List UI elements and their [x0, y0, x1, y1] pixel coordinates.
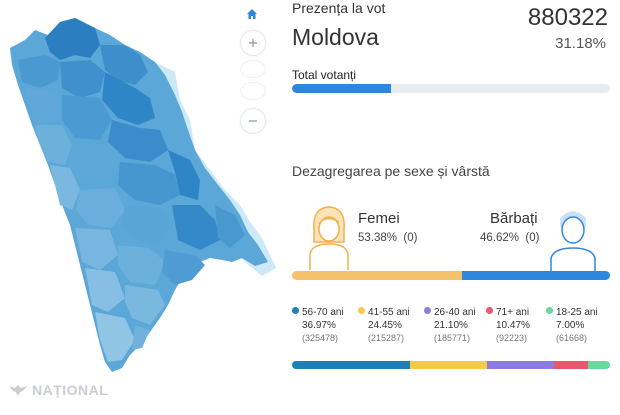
map-region[interactable]: [108, 120, 168, 162]
male-label: Bărbați: [490, 210, 538, 227]
total-count: 880322: [527, 4, 608, 31]
map-region[interactable]: [100, 45, 148, 85]
turnout-percent: 31.18%: [555, 35, 606, 52]
age-group-item[interactable]: 18-25 ani 7.00% (61668): [546, 307, 598, 345]
map-region[interactable]: [215, 205, 245, 248]
age-dot-icon: [358, 307, 365, 314]
map-region[interactable]: [25, 88, 62, 125]
map-region[interactable]: [35, 125, 72, 165]
age-group-item[interactable]: 41-55 ani 24.45% (215287): [358, 307, 410, 345]
female-percent: 53.38% (0): [358, 232, 418, 244]
age-group-percent: 7.00%: [556, 319, 585, 331]
map-region[interactable]: [172, 205, 220, 250]
map-region[interactable]: [168, 150, 200, 200]
map-region[interactable]: [118, 162, 180, 205]
turnout-progress-bar: [292, 84, 610, 93]
male-percent: 46.62% (0): [480, 232, 540, 244]
moldova-map[interactable]: [0, 0, 300, 410]
age-group-percent: 36.97%: [302, 319, 336, 331]
plus-icon[interactable]: [240, 30, 266, 56]
age-group-count: (215287): [368, 333, 405, 343]
age-dot-icon: [546, 307, 553, 314]
watermark: NAȚIONAL: [8, 382, 108, 398]
map-region[interactable]: [18, 55, 60, 88]
map-region[interactable]: [118, 245, 165, 285]
map-region[interactable]: [122, 205, 172, 245]
age-segment[interactable]: [487, 361, 555, 369]
gender-female-segment[interactable]: [292, 271, 462, 280]
map-region[interactable]: [75, 228, 118, 270]
gender-male-segment[interactable]: [461, 271, 610, 280]
age-group-item[interactable]: 26-40 ani 21.10% (185771): [424, 307, 476, 345]
map-layer-toggle[interactable]: [240, 60, 266, 78]
age-group-percent: 10.47%: [496, 319, 530, 331]
map-region[interactable]: [45, 18, 100, 60]
age-group-count: (185771): [434, 333, 471, 343]
age-group-label: 56-70 ani: [302, 307, 344, 318]
age-dot-icon: [292, 307, 299, 314]
male-avatar-icon: [546, 204, 600, 277]
turnout-panel: Prezența la vot Moldova 880322 31.18% To…: [290, 0, 612, 410]
female-label: Femei: [358, 210, 400, 227]
age-dot-icon: [424, 307, 431, 314]
map-layer-toggle[interactable]: [240, 82, 266, 100]
map-region[interactable]: [162, 250, 205, 285]
map-region[interactable]: [102, 72, 155, 125]
age-group-percent: 24.45%: [368, 319, 402, 331]
turnout-map[interactable]: [0, 0, 300, 410]
panel-title: Prezența la vot: [292, 0, 386, 16]
map-region[interactable]: [125, 285, 165, 325]
turnout-progress-fill: [292, 84, 392, 93]
age-group-count: (92223): [496, 333, 528, 343]
gender-split-bar: [292, 271, 610, 280]
eagle-logo-icon: [9, 385, 27, 396]
age-segment[interactable]: [587, 361, 610, 369]
age-group-item[interactable]: 71+ ani 10.47% (92223): [486, 307, 530, 345]
map-region[interactable]: [62, 95, 112, 140]
age-segment[interactable]: [554, 361, 588, 369]
age-group-item[interactable]: 56-70 ani 36.97% (325478): [292, 307, 344, 345]
section-title: Dezagregarea pe sexe și vârstă: [292, 163, 490, 179]
age-dot-icon: [486, 307, 493, 314]
map-region[interactable]: [50, 165, 80, 210]
watermark-text: NAȚIONAL: [32, 382, 109, 398]
age-group-percent: 21.10%: [434, 319, 468, 331]
age-group-label: 71+ ani: [496, 307, 530, 318]
age-group-count: (325478): [302, 333, 339, 343]
age-split-bar: [292, 361, 610, 369]
map-region[interactable]: [95, 312, 135, 362]
age-group-label: 18-25 ani: [556, 307, 598, 318]
map-region[interactable]: [85, 268, 125, 312]
map-region[interactable]: [70, 145, 120, 185]
age-group-label: 41-55 ani: [368, 307, 410, 318]
age-segment[interactable]: [409, 361, 488, 369]
map-region[interactable]: [60, 60, 105, 98]
age-group-count: (61668): [556, 333, 588, 343]
age-group-legend: 56-70 ani 36.97% (325478) 41-55 ani 24.45% (2…: [290, 307, 612, 363]
female-avatar-icon: [304, 202, 354, 275]
minus-icon[interactable]: [240, 108, 266, 134]
map-region[interactable]: [76, 188, 125, 228]
map-region[interactable]: [132, 325, 150, 350]
region-name: Moldova: [292, 24, 379, 50]
age-group-label: 26-40 ani: [434, 307, 476, 318]
home-icon[interactable]: [240, 2, 264, 26]
age-segment[interactable]: [292, 361, 410, 369]
turnout-bar-label: Total votanți: [292, 68, 357, 82]
